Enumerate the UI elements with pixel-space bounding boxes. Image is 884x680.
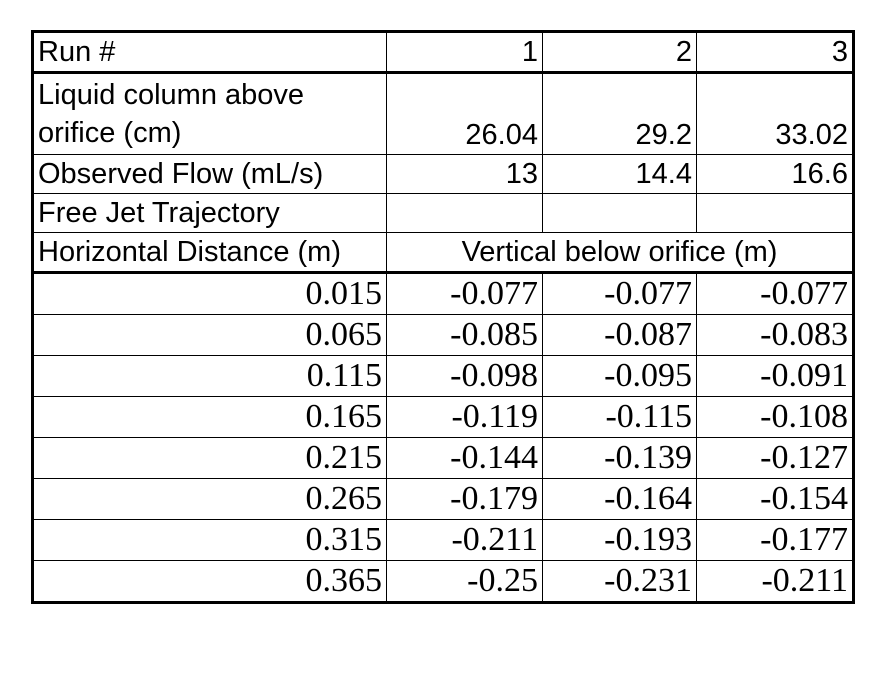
observed-flow-run-3: 16.6 — [696, 154, 854, 194]
table-row: 0.115 -0.098 -0.095 -0.091 — [32, 355, 854, 397]
vertical-run-1-cell: -0.077 — [386, 272, 543, 315]
vertical-below-orifice-label: Vertical below orifice (m) — [386, 232, 854, 274]
horizontal-distance-cell: 0.165 — [32, 396, 387, 438]
horizontal-distance-cell: 0.115 — [32, 355, 387, 397]
free-jet-data-table: Run # 1 2 3 Liquid column above orifice … — [31, 30, 855, 604]
run-3-header: 3 — [696, 31, 854, 74]
observed-flow-run-1: 13 — [386, 154, 543, 194]
vertical-run-2-cell: -0.139 — [542, 437, 697, 479]
vertical-run-3-cell: -0.108 — [696, 396, 854, 438]
vertical-run-1-cell: -0.144 — [386, 437, 543, 479]
trajectory-header-row: Horizontal Distance (m) Vertical below o… — [32, 232, 854, 274]
run-number-row: Run # 1 2 3 — [32, 31, 854, 74]
horizontal-distance-cell: 0.015 — [32, 272, 387, 315]
vertical-run-1-cell: -0.179 — [386, 478, 543, 520]
table-row: 0.315 -0.211 -0.193 -0.177 — [32, 519, 854, 561]
table-row: 0.265 -0.179 -0.164 -0.154 — [32, 478, 854, 520]
liquid-column-label-line1: Liquid column above — [38, 79, 305, 111]
vertical-run-1-cell: -0.119 — [386, 396, 543, 438]
vertical-run-3-cell: -0.127 — [696, 437, 854, 479]
vertical-run-1-cell: -0.211 — [386, 519, 543, 561]
vertical-run-2-cell: -0.077 — [542, 272, 697, 315]
vertical-run-3-cell: -0.083 — [696, 314, 854, 356]
table-row: 0.365 -0.25 -0.231 -0.211 — [32, 560, 854, 603]
observed-flow-row: Observed Flow (mL/s) 13 14.4 16.6 — [32, 154, 854, 194]
vertical-run-2-cell: -0.115 — [542, 396, 697, 438]
vertical-run-3-cell: -0.211 — [696, 560, 854, 603]
horizontal-distance-cell: 0.265 — [32, 478, 387, 520]
liquid-column-label-line2: orifice (cm) — [38, 117, 182, 149]
liquid-column-run-1: 26.04 — [386, 72, 543, 155]
free-jet-label: Free Jet Trajectory — [32, 193, 387, 233]
vertical-run-2-cell: -0.193 — [542, 519, 697, 561]
observed-flow-label: Observed Flow (mL/s) — [32, 154, 387, 194]
observed-flow-run-2: 14.4 — [542, 154, 697, 194]
horizontal-distance-cell: 0.365 — [32, 560, 387, 603]
run-2-header: 2 — [542, 31, 697, 74]
horizontal-distance-label: Horizontal Distance (m) — [32, 232, 387, 274]
liquid-column-label: Liquid column above orifice (cm) — [32, 72, 387, 155]
free-jet-run-1-empty — [386, 193, 543, 233]
table-row: 0.065 -0.085 -0.087 -0.083 — [32, 314, 854, 356]
liquid-column-run-3: 33.02 — [696, 72, 854, 155]
table-row: 0.015 -0.077 -0.077 -0.077 — [32, 272, 854, 315]
vertical-run-2-cell: -0.087 — [542, 314, 697, 356]
free-jet-row: Free Jet Trajectory — [32, 193, 854, 233]
free-jet-run-3-empty — [696, 193, 854, 233]
vertical-run-3-cell: -0.077 — [696, 272, 854, 315]
vertical-run-2-cell: -0.164 — [542, 478, 697, 520]
free-jet-run-2-empty — [542, 193, 697, 233]
table-row: 0.215 -0.144 -0.139 -0.127 — [32, 437, 854, 479]
liquid-column-row: Liquid column above orifice (cm) 26.04 2… — [32, 72, 854, 155]
run-1-header: 1 — [386, 31, 543, 74]
liquid-column-run-2: 29.2 — [542, 72, 697, 155]
vertical-run-2-cell: -0.095 — [542, 355, 697, 397]
vertical-run-3-cell: -0.091 — [696, 355, 854, 397]
horizontal-distance-cell: 0.315 — [32, 519, 387, 561]
run-number-label: Run # — [32, 31, 387, 74]
vertical-run-3-cell: -0.154 — [696, 478, 854, 520]
horizontal-distance-cell: 0.065 — [32, 314, 387, 356]
vertical-run-1-cell: -0.098 — [386, 355, 543, 397]
table-row: 0.165 -0.119 -0.115 -0.108 — [32, 396, 854, 438]
horizontal-distance-cell: 0.215 — [32, 437, 387, 479]
vertical-run-1-cell: -0.25 — [386, 560, 543, 603]
vertical-run-2-cell: -0.231 — [542, 560, 697, 603]
vertical-run-3-cell: -0.177 — [696, 519, 854, 561]
vertical-run-1-cell: -0.085 — [386, 314, 543, 356]
